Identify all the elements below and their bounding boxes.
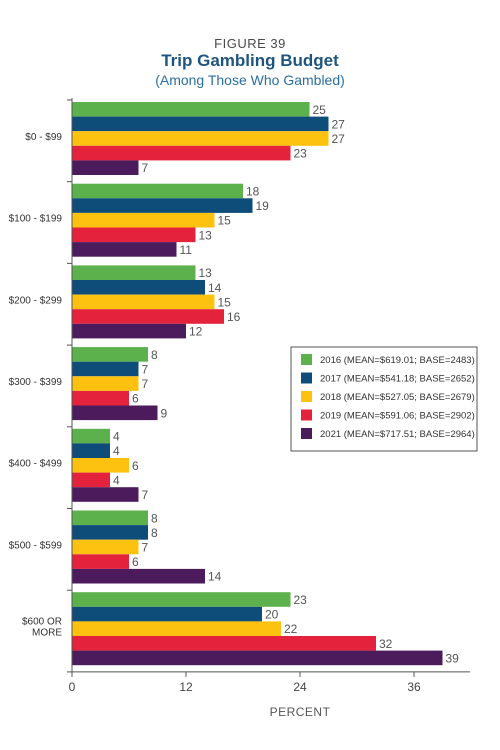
legend-swatch	[301, 409, 312, 421]
category-label: $200 - $299	[9, 295, 63, 306]
legend-swatch	[301, 428, 312, 439]
data-label: 7	[142, 363, 149, 377]
legend-swatch	[301, 391, 312, 402]
data-label: 4	[113, 430, 120, 444]
data-label: 7	[142, 161, 149, 175]
bar	[72, 183, 243, 199]
bar	[72, 606, 262, 622]
data-label: 39	[446, 651, 460, 665]
bar	[72, 472, 110, 488]
bar	[72, 145, 291, 161]
category-label: $500 - $599	[9, 540, 63, 551]
x-tick-label: 0	[69, 680, 76, 694]
bar	[72, 102, 310, 117]
legend-label: 2017 (MEAN=$541.18; BASE=2652)	[320, 374, 475, 385]
data-label: 13	[199, 228, 213, 242]
bar	[72, 539, 139, 555]
bar	[72, 347, 148, 362]
data-label: 20	[265, 608, 279, 622]
bar	[72, 116, 329, 132]
data-label: 9	[161, 406, 168, 420]
data-label: 16	[227, 310, 241, 324]
x-tick-label: 36	[407, 680, 421, 694]
data-label: 23	[294, 593, 308, 607]
bar	[72, 554, 129, 569]
bar	[72, 487, 139, 502]
x-tick-label: 12	[179, 680, 193, 694]
bar	[72, 160, 139, 175]
data-label: 14	[208, 281, 222, 295]
bar	[72, 131, 329, 146]
data-label: 7	[142, 541, 149, 555]
data-label: 25	[313, 103, 327, 117]
data-label: 6	[132, 392, 139, 406]
category-label: $300 - $399	[9, 377, 63, 388]
data-label: 8	[151, 348, 158, 362]
category-label: $600 OR MORE	[22, 617, 62, 639]
category-label: $400 - $499	[9, 459, 63, 470]
data-label: 27	[332, 117, 346, 131]
chart-subtitle: (Among Those Who Gambled)	[155, 72, 345, 88]
data-label: 32	[379, 637, 393, 651]
bar	[72, 227, 196, 243]
bar	[72, 636, 376, 651]
data-label: 4	[113, 444, 120, 458]
x-axis-title: PERCENT	[270, 705, 331, 719]
bar	[72, 443, 110, 458]
bar	[72, 458, 129, 473]
data-label: 12	[189, 325, 203, 339]
bar	[72, 294, 215, 310]
bar	[72, 280, 205, 295]
legend-swatch	[301, 354, 312, 365]
bar	[72, 242, 177, 257]
legend-box	[290, 346, 478, 452]
category-label: $100 - $199	[9, 214, 63, 225]
x-tick-label: 24	[293, 680, 307, 694]
data-label: 7	[142, 377, 149, 391]
data-label: 7	[142, 488, 149, 502]
legend-label: 2021 (MEAN=$717.51; BASE=2964)	[320, 429, 475, 440]
bar	[72, 428, 110, 444]
legend-label: 2016 (MEAN=$619.01; BASE=2483)	[320, 355, 475, 366]
bar	[72, 650, 443, 666]
bar	[72, 405, 158, 421]
data-label: 8	[151, 526, 158, 540]
legend-swatch	[301, 372, 312, 384]
bar	[72, 568, 205, 584]
bar	[72, 376, 139, 391]
data-label: 6	[132, 555, 139, 569]
figure-label: FIGURE 39	[214, 36, 286, 51]
data-label: 8	[151, 511, 158, 525]
legend-label: 2019 (MEAN=$591.06; BASE=2902)	[320, 411, 475, 422]
bar	[72, 510, 148, 526]
data-label: 6	[132, 459, 139, 473]
data-label: 23	[294, 147, 308, 161]
bar	[72, 212, 215, 228]
bar	[72, 525, 148, 540]
bar	[72, 198, 253, 213]
legend-label: 2018 (MEAN=$527.05; BASE=2679)	[320, 392, 475, 403]
data-label: 4	[113, 473, 120, 487]
category-label: $0 - $99	[25, 132, 62, 143]
bar	[72, 592, 291, 607]
data-label: 19	[256, 199, 270, 213]
bar	[72, 265, 196, 280]
data-label: 22	[284, 622, 298, 636]
bar	[72, 361, 139, 377]
bar	[72, 621, 281, 636]
bar	[72, 309, 224, 324]
chart-title: Trip Gambling Budget	[161, 51, 339, 70]
data-label: 15	[218, 295, 232, 309]
bar	[72, 390, 129, 406]
bar	[72, 323, 186, 339]
data-label: 27	[332, 132, 346, 146]
data-label: 15	[218, 214, 232, 228]
data-label: 11	[180, 243, 193, 257]
data-label: 14	[208, 570, 222, 584]
data-label: 13	[199, 266, 213, 280]
data-label: 18	[246, 185, 260, 199]
